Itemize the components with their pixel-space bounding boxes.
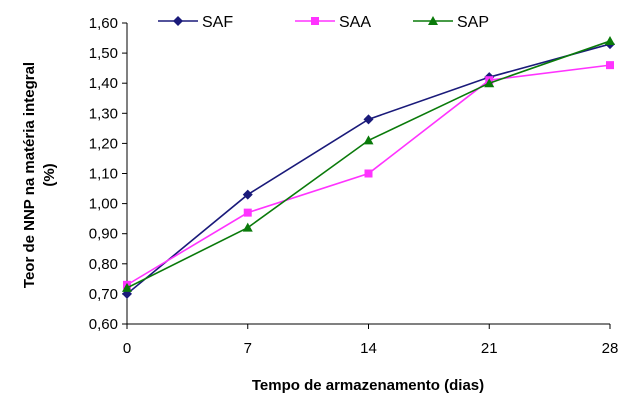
- y-tick-label: 1,20: [89, 135, 118, 152]
- x-axis-ticks: 0 7 14 21 28: [123, 324, 619, 357]
- series-sap: [122, 36, 615, 292]
- x-tick-label: 21: [481, 340, 498, 357]
- legend-label-saf: SAF: [202, 14, 233, 31]
- legend-item-saa: SAA: [295, 14, 371, 31]
- x-tick-label: 0: [123, 340, 131, 357]
- series-saf: [122, 39, 615, 299]
- data-point-saf: [363, 114, 374, 125]
- data-point-sap: [363, 135, 374, 145]
- legend-label-sap: SAP: [457, 14, 489, 31]
- y-axis-title-line1: Teor de NNP na matéria integral: [21, 62, 38, 288]
- y-tick-label: 1,40: [89, 75, 118, 92]
- y-axis-ticks: 0,60 0,70 0,80 0,90 1,00 1,10 1,20 1,30 1,40 1,50…: [89, 15, 127, 333]
- data-point-saf: [242, 189, 253, 200]
- y-tick-label: 1,00: [89, 196, 118, 213]
- y-tick-label: 0,60: [89, 316, 118, 333]
- plot-area: 0,60 0,70 0,80 0,90 1,00 1,10 1,20 1,30 1,40 1,50…: [89, 15, 619, 357]
- data-point-sap: [242, 222, 253, 232]
- data-point-sap: [484, 78, 495, 88]
- data-point-saa: [606, 61, 614, 70]
- y-tick-label: 1,50: [89, 45, 118, 62]
- x-axis-title: Tempo de armazenamento (dias): [252, 377, 484, 394]
- y-axis-title-line2: (%): [41, 163, 58, 186]
- legend-marker-saa: [311, 17, 319, 25]
- legend-item-sap: SAP: [413, 14, 489, 31]
- series-line-saf: [126, 43, 611, 295]
- y-tick-label: 0,70: [89, 286, 118, 303]
- legend-item-saf: SAF: [158, 14, 233, 31]
- legend-marker-sap: [428, 16, 438, 25]
- data-point-sap: [605, 36, 615, 46]
- y-tick-label: 0,80: [89, 256, 118, 273]
- legend-marker-saf: [173, 16, 183, 26]
- y-tick-label: 0,90: [89, 226, 118, 243]
- y-tick-label: 1,30: [89, 105, 118, 122]
- data-point-saa: [364, 169, 373, 178]
- series-line-sap: [126, 40, 611, 289]
- series-saa: [123, 61, 614, 289]
- x-tick-label: 7: [244, 340, 252, 357]
- y-tick-label: 1,60: [89, 15, 118, 32]
- x-tick-label: 14: [360, 340, 377, 357]
- data-point-saa: [243, 208, 252, 217]
- y-axis-title: Teor de NNP na matéria integral (%): [21, 62, 58, 288]
- legend-label-saa: SAA: [339, 14, 371, 31]
- legend: SAF SAA SAP: [158, 14, 489, 31]
- x-tick-label: 28: [602, 340, 619, 357]
- data-point-sap: [122, 282, 132, 292]
- y-tick-label: 1,10: [89, 166, 118, 183]
- series-layer: [122, 36, 615, 299]
